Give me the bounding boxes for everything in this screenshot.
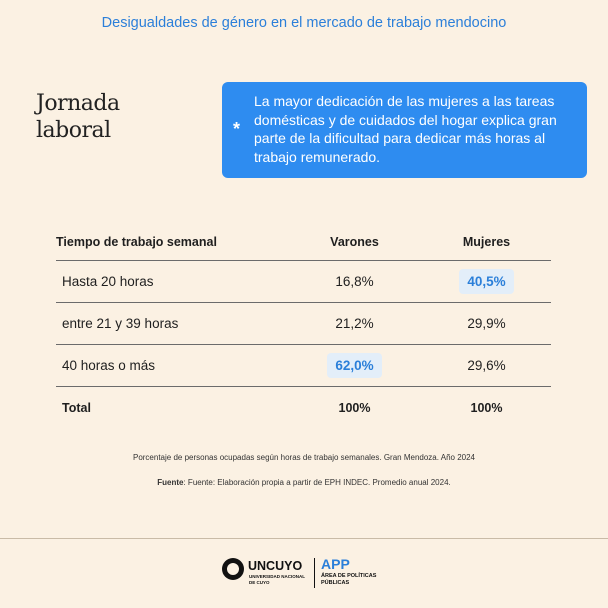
cell-varones: 16,8% bbox=[287, 260, 422, 303]
cell-varones: 21,2% bbox=[287, 302, 422, 345]
source-text: : Fuente: Elaboración propia a partir de… bbox=[183, 478, 451, 487]
table-row: entre 21 y 39 horas 21,2% 29,9% bbox=[56, 302, 551, 345]
uncuyo-logo-subtitle: UNIVERSIDAD NACIONAL DE CUYO bbox=[249, 574, 305, 585]
table-header-row: Tiempo de trabajo semanal Varones Mujere… bbox=[56, 224, 551, 261]
uncuyo-seal-icon bbox=[222, 558, 244, 580]
footer-divider bbox=[0, 538, 608, 539]
app-logo-name: APP bbox=[321, 556, 350, 572]
cell-mujeres: 29,9% bbox=[422, 302, 551, 345]
table-row: Hasta 20 horas 16,8% 40,5% bbox=[56, 260, 551, 303]
column-header-varones: Varones bbox=[330, 235, 379, 249]
column-header-mujeres: Mujeres bbox=[462, 235, 511, 249]
cell-mujeres-highlighted: 40,5% bbox=[459, 269, 514, 294]
source-label: Fuente bbox=[157, 478, 184, 487]
cell-mujeres: 29,6% bbox=[422, 344, 551, 387]
source-note: Fuente: Fuente: Elaboración propia a par… bbox=[0, 478, 608, 487]
table-total-row: Total 100% 100% bbox=[56, 386, 551, 428]
row-label: entre 21 y 39 horas bbox=[56, 302, 287, 345]
callout-box: * La mayor dedicación de las mujeres a l… bbox=[222, 82, 587, 178]
column-header-tiempo: Tiempo de trabajo semanal bbox=[56, 235, 217, 249]
logo-separator bbox=[314, 558, 315, 588]
cell-varones-highlighted: 62,0% bbox=[327, 353, 382, 378]
app-logo-subtitle: ÁREA DE POLÍTICAS PÚBLICAS bbox=[321, 573, 377, 586]
total-label: Total bbox=[56, 386, 287, 428]
uncuyo-logo-name: UNCUYO bbox=[248, 559, 303, 573]
work-hours-table: Tiempo de trabajo semanal Varones Mujere… bbox=[56, 224, 551, 428]
row-label: Hasta 20 horas bbox=[56, 260, 287, 303]
footer-logos: UNCUYO UNIVERSIDAD NACIONAL DE CUYO APP … bbox=[222, 556, 392, 596]
callout-text: La mayor dedicación de las mujeres a las… bbox=[254, 93, 557, 165]
asterisk-icon: * bbox=[233, 119, 241, 139]
section-title-line2: laboral bbox=[36, 118, 111, 143]
total-varones: 100% bbox=[287, 386, 422, 428]
section-title-line1: Jornada bbox=[36, 91, 120, 116]
section-title: Jornada laboral bbox=[36, 90, 120, 144]
table-row: 40 horas o más 62,0% 29,6% bbox=[56, 344, 551, 387]
row-label: 40 horas o más bbox=[56, 344, 287, 387]
total-mujeres: 100% bbox=[422, 386, 551, 428]
table-footnote: Porcentaje de personas ocupadas según ho… bbox=[132, 453, 475, 462]
page-header-title: Desigualdades de género en el mercado de… bbox=[101, 15, 507, 31]
